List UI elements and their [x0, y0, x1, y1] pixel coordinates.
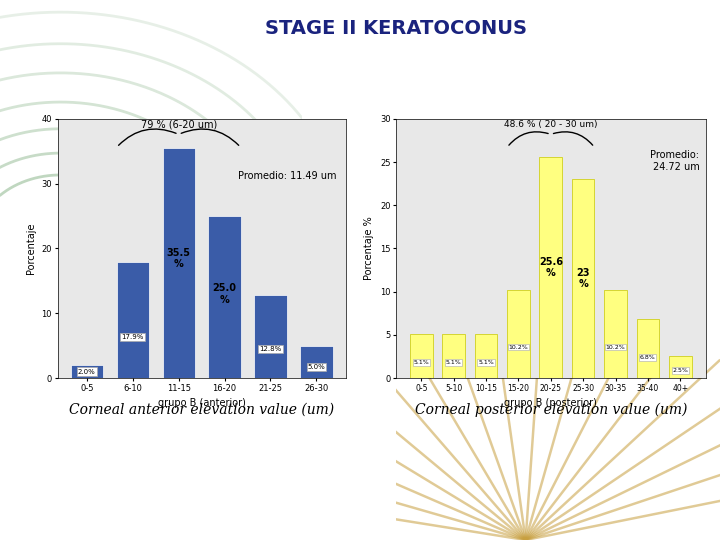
- Text: 5.1%: 5.1%: [413, 360, 429, 365]
- Text: 79 % (6-20 um): 79 % (6-20 um): [140, 119, 217, 129]
- Text: Corneal anterior elevation value (um): Corneal anterior elevation value (um): [69, 402, 334, 416]
- Text: 35.5
%: 35.5 %: [166, 247, 191, 269]
- Text: 10.2%: 10.2%: [606, 345, 626, 350]
- Bar: [254, 295, 287, 378]
- Bar: [669, 356, 691, 378]
- Bar: [604, 290, 627, 378]
- X-axis label: grupo B (anterior): grupo B (anterior): [158, 398, 246, 408]
- Text: Corneal posterior elevation value (um): Corneal posterior elevation value (um): [415, 402, 687, 417]
- Text: 23
%: 23 %: [577, 268, 590, 289]
- Bar: [209, 216, 240, 378]
- Y-axis label: Porcentaje: Porcentaje: [26, 222, 36, 274]
- Text: 12.8%: 12.8%: [259, 346, 282, 352]
- Text: 2.0%: 2.0%: [78, 368, 96, 375]
- Bar: [300, 346, 333, 378]
- Bar: [71, 365, 103, 378]
- Y-axis label: Porcentaje %: Porcentaje %: [364, 217, 374, 280]
- X-axis label: grupo B (posterior): grupo B (posterior): [505, 398, 597, 408]
- Text: 6.8%: 6.8%: [640, 355, 656, 360]
- Text: 48.6 % ( 20 - 30 um): 48.6 % ( 20 - 30 um): [504, 120, 598, 129]
- Bar: [636, 319, 660, 378]
- Bar: [410, 334, 433, 378]
- Bar: [163, 148, 194, 378]
- Text: 2.5%: 2.5%: [672, 368, 688, 373]
- Text: 17.9%: 17.9%: [122, 334, 144, 340]
- Text: 10.2%: 10.2%: [508, 345, 528, 350]
- Bar: [442, 334, 465, 378]
- Text: 25.0
%: 25.0 %: [212, 283, 237, 305]
- Text: 25.6
%: 25.6 %: [539, 256, 563, 278]
- Bar: [507, 290, 530, 378]
- Bar: [539, 157, 562, 378]
- Text: STAGE II KERATOCONUS: STAGE II KERATOCONUS: [265, 19, 527, 38]
- Text: Promedio: 11.49 um: Promedio: 11.49 um: [238, 171, 337, 181]
- Text: 5.1%: 5.1%: [446, 360, 462, 365]
- Text: Promedio:
24.72 um: Promedio: 24.72 um: [650, 150, 699, 172]
- Bar: [572, 179, 595, 378]
- Text: 5.1%: 5.1%: [478, 360, 494, 365]
- Text: 5.0%: 5.0%: [307, 363, 325, 370]
- Bar: [474, 334, 498, 378]
- Bar: [117, 262, 149, 378]
